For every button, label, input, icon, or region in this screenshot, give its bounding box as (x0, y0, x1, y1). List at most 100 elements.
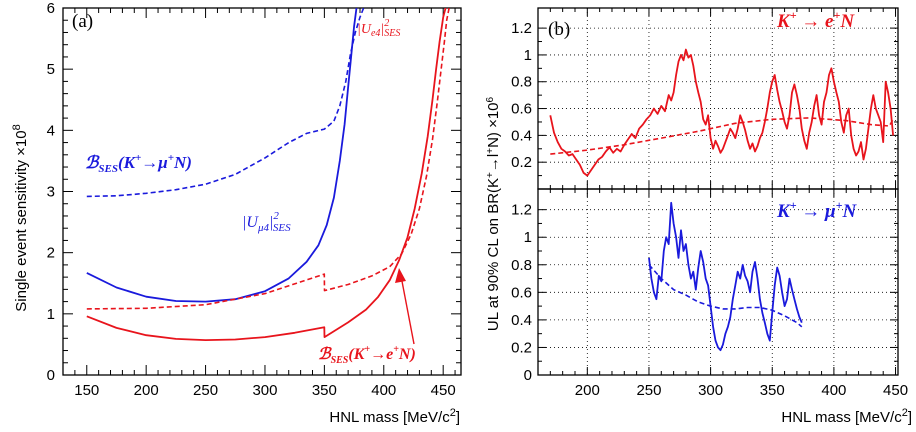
bot-title-arrow: → μ (797, 201, 836, 222)
bot-title-sup2: + (836, 198, 843, 212)
panel-b-y-axis-label: UL at 90% CL on BR(K+→l+N) ×106 (485, 96, 502, 331)
x-label-text: HNL mass [MeV/c (329, 409, 450, 426)
bse-rest: (K (348, 346, 365, 363)
series-line-bb0 (648, 201, 803, 352)
bse-end: N) (398, 346, 416, 363)
bses-symbol: ℬ (85, 153, 100, 172)
b-ylabel-text: UL at 90% CL on BR(K (485, 178, 502, 331)
b-y-tick-label: 0.2 (511, 154, 532, 171)
b-ylabel-sup2: + (485, 148, 496, 154)
bse-sub: SES (331, 355, 349, 366)
bse-sup2: + (393, 344, 399, 355)
annotation-bses-electron: ℬSES(K+→e+N) (318, 344, 416, 366)
umu-base: |U (242, 214, 259, 231)
b-xlabel-text: HNL mass [MeV/c (781, 409, 902, 426)
panel-a-label: (a) (72, 11, 93, 32)
x-tick-label: 350 (312, 382, 337, 399)
panel-b-bottom-series (648, 201, 803, 352)
top-title-k: K (776, 11, 791, 32)
series-line-a1 (86, 8, 358, 303)
panel-b-top-title: K+ → e+N (776, 8, 855, 32)
y-tick-label: 5 (47, 61, 55, 78)
top-title-end: N (839, 11, 855, 32)
panel-a-frame (62, 7, 462, 376)
umu-sub2: SES (273, 222, 291, 234)
x-tick-label: 250 (193, 382, 218, 399)
ue-bar: | (380, 22, 384, 37)
panel-b-bottom-title: K+ → μ+N (776, 198, 857, 222)
bot-title-end: N (841, 201, 857, 222)
x-tick-label: 200 (134, 382, 159, 399)
top-title-sup: + (790, 8, 797, 22)
bses-sup: + (135, 152, 141, 164)
panel-b: 0.2 0.4 0.6 0.8 1 1.2 200 250 300 350 400 450 0 0.2 0.… (485, 7, 912, 426)
umu-sup: 2 (273, 210, 279, 222)
b-x-tick-label: 250 (636, 382, 661, 399)
bses-sup2: + (168, 152, 174, 164)
ue-sub2: SES (384, 28, 400, 39)
annotation-arrow-shaft (400, 275, 415, 345)
b-y-tick-label: 0.4 (511, 312, 532, 329)
b-y-tick-label: 0.8 (511, 74, 532, 91)
b-xlabel-end: ] (908, 409, 912, 426)
bot-title-k: K (776, 201, 791, 222)
b-ylabel-exp: 6 (485, 96, 496, 102)
panel-b-ticks: 0.2 0.4 0.6 0.8 1 1.2 200 250 300 350 400 450 0 0.2 0.… (511, 8, 908, 399)
b-x-tick-label: 300 (698, 382, 723, 399)
umu-bar: | (269, 214, 273, 231)
b-x-tick-label: 450 (883, 382, 908, 399)
b-y-tick-label: 1.2 (511, 20, 532, 37)
top-title-arrow: → e (797, 11, 835, 32)
umu-sub: μ4 (257, 222, 270, 234)
b-x-tick-label: 400 (821, 382, 846, 399)
b-y-tick-label: 0.6 (511, 284, 532, 301)
panel-a-y-axis-label: Single event sensitivity ×108 (11, 124, 30, 311)
y-tick-label: 3 (47, 184, 55, 201)
x-tick-label: 300 (252, 382, 277, 399)
x-label-sup: 2 (450, 407, 456, 419)
b-y-tick-label: 0.2 (511, 339, 532, 356)
annotation-umu4: |Uμ4|2 SES (242, 210, 291, 234)
bses-arrow: →μ (141, 153, 167, 172)
x-tick-label: 450 (431, 382, 456, 399)
panel-b-bottom-frame (537, 188, 899, 376)
y-tick-label: 0 (47, 367, 55, 384)
panel-a-series (86, 8, 450, 342)
panel-b-grid (538, 8, 898, 375)
panel-a-x-axis-label: HNL mass [MeV/c2] (329, 407, 460, 426)
series-line-bt0 (549, 48, 894, 177)
y-tick-label: 4 (47, 122, 55, 139)
panel-b-top-series (549, 48, 894, 177)
x-label-end: ] (456, 409, 460, 426)
b-x-tick-label: 200 (575, 382, 600, 399)
panel-b-x-axis-label: HNL mass [MeV/c2] (781, 407, 912, 426)
bse-symbol: ℬ (318, 346, 332, 363)
b-ylabel-mid: →l (485, 154, 502, 172)
x-tick-label: 150 (74, 382, 99, 399)
annotation-bses-muon: ℬSES(K+→μ+N) (85, 152, 192, 175)
ue-sup: 2 (384, 18, 389, 29)
b-ylabel-end: N) ×10 (485, 102, 502, 147)
b-ylabel-sup: + (485, 172, 496, 178)
b-y-tick-label: 0 (524, 367, 532, 384)
x-tick-label: 400 (371, 382, 396, 399)
b-xlabel-sup: 2 (902, 407, 908, 419)
ue-base: |U (357, 22, 372, 37)
panel-a-ticks: 150 200 250 300 350 400 450 0 1 2 3 4 5 6 (47, 0, 461, 399)
bses-sub: SES (98, 163, 118, 175)
b-y-tick-label: 0.4 (511, 127, 532, 144)
b-y-tick-label: 0.8 (511, 257, 532, 274)
annotation-ue4: |Ue4|2 SES (357, 18, 400, 39)
bse-sup: + (364, 344, 370, 355)
bse-arrow: →e (370, 346, 393, 363)
y-tick-label: 2 (47, 245, 55, 262)
panel-b-series (549, 48, 894, 352)
b-y-tick-label: 1 (524, 47, 532, 64)
panel-a: 150 200 250 300 350 400 450 0 1 2 3 4 5 6 (a) Single … (11, 0, 462, 426)
series-line-a3 (86, 8, 447, 342)
y-label-exponent: 8 (11, 124, 23, 130)
b-y-tick-label: 0.6 (511, 101, 532, 118)
annotation-arrow-head (395, 268, 406, 283)
b-x-tick-label: 350 (760, 382, 785, 399)
